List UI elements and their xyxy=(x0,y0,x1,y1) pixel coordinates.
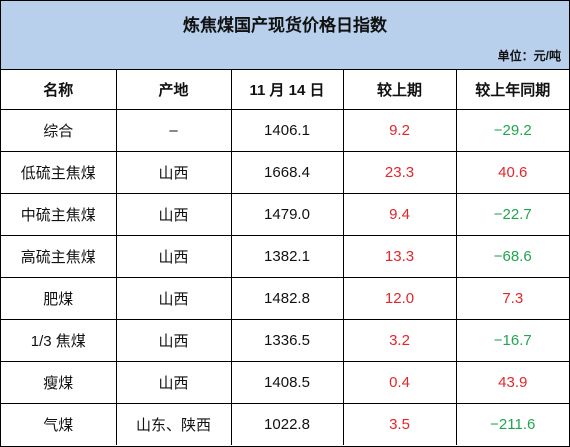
table-body: 名称 产地 11 月 14 日较上期 较上年同期 综合 –1406.1 9.2 −29.2 低硫… xyxy=(1,70,569,445)
table-cell: 山东、陕西 xyxy=(115,403,232,445)
table-cell: 9.2 xyxy=(342,109,457,152)
table-cell: −16.7 xyxy=(455,319,569,362)
table-cell: 低硫主焦煤 xyxy=(1,151,117,194)
table-cell: 山西 xyxy=(115,235,232,278)
price-table: 名称 产地 11 月 14 日较上期 较上年同期 综合 –1406.1 9.2 −29.2 低硫… xyxy=(1,70,569,445)
table-cell: 1022.8 xyxy=(230,403,344,445)
table-cell: 3.2 xyxy=(342,319,457,362)
table-cell: 气煤 xyxy=(1,403,117,445)
title-band: 炼焦煤国产现货价格日指数 单位：元/吨 xyxy=(1,1,569,70)
table-cell: 7.3 xyxy=(455,277,569,320)
table-cell: 综合 xyxy=(1,109,117,152)
table-cell: 山西 xyxy=(115,319,232,362)
table-cell: 1482.8 xyxy=(230,277,344,320)
table-row: 气煤 山东、陕西 1022.8 3.5 −211.6 xyxy=(1,403,569,445)
header-cell: 较上年同期 xyxy=(455,70,569,110)
table-cell: 13.3 xyxy=(342,235,457,278)
table-row: 肥煤 山西 1482.8 12.0 7.3 xyxy=(1,277,569,320)
table-cell: 1479.0 xyxy=(230,193,344,236)
header-cell: 11 月 14 日 xyxy=(230,70,344,110)
table-cell: 1668.4 xyxy=(230,151,344,194)
table-row: 综合 –1406.1 9.2 −29.2 xyxy=(1,109,569,152)
table-cell: −68.6 xyxy=(455,235,569,278)
table-cell: 3.5 xyxy=(342,403,457,445)
header-cell: 较上期 xyxy=(342,70,457,110)
table-cell: 1382.1 xyxy=(230,235,344,278)
header-cell: 产地 xyxy=(115,70,232,110)
table-cell: 43.9 xyxy=(455,361,569,404)
table-row: 低硫主焦煤 山西 1668.4 23.3 40.6 xyxy=(1,151,569,194)
table-cell: 23.3 xyxy=(342,151,457,194)
table-cell: 中硫主焦煤 xyxy=(1,193,117,236)
table-cell: 高硫主焦煤 xyxy=(1,235,117,278)
table-cell: 1/3 焦煤 xyxy=(1,319,117,362)
table-row: 中硫主焦煤 山西 1479.0 9.4 −22.7 xyxy=(1,193,569,236)
header-row: 名称 产地 11 月 14 日较上期 较上年同期 xyxy=(1,70,569,110)
table-cell: 40.6 xyxy=(455,151,569,194)
table-cell: 肥煤 xyxy=(1,277,117,320)
table-cell: 9.4 xyxy=(342,193,457,236)
table-cell: 1336.5 xyxy=(230,319,344,362)
table-row: 瘦煤 山西 1408.5 0.4 43.9 xyxy=(1,361,569,404)
table-cell: 12.0 xyxy=(342,277,457,320)
table-cell: 山西 xyxy=(115,193,232,236)
table-cell: 1408.5 xyxy=(230,361,344,404)
table-cell: −29.2 xyxy=(455,109,569,152)
table-cell: – xyxy=(115,109,232,152)
header-cell: 名称 xyxy=(1,70,117,110)
table-cell: 瘦煤 xyxy=(1,361,117,404)
table-cell: −211.6 xyxy=(455,403,569,445)
table-cell: 山西 xyxy=(115,277,232,320)
table-row: 高硫主焦煤 山西 1382.1 13.3 −68.6 xyxy=(1,235,569,278)
table-cell: −22.7 xyxy=(455,193,569,236)
table-cell: 山西 xyxy=(115,151,232,194)
table-cell: 山西 xyxy=(115,361,232,404)
table-cell: 1406.1 xyxy=(230,109,344,152)
table-cell: 0.4 xyxy=(342,361,457,404)
table-row: 1/3 焦煤 山西 1336.5 3.2 −16.7 xyxy=(1,319,569,362)
title: 炼焦煤国产现货价格日指数 xyxy=(183,16,387,35)
unit-note: 单位：元/吨 xyxy=(497,49,561,63)
